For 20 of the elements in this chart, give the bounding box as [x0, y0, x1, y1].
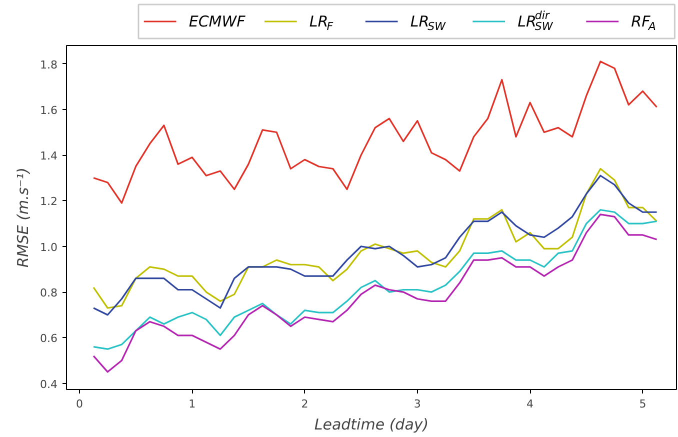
y-tick-label: 1.6	[40, 104, 58, 117]
y-tick-label: 1.4	[40, 150, 58, 163]
legend-label: ECMWF	[188, 12, 246, 30]
x-tick-label: 4	[526, 398, 534, 410]
y-tick-label: 0.6	[40, 332, 58, 346]
x-tick-label: 3	[414, 398, 421, 410]
y-tick-label: 1.2	[40, 195, 58, 208]
y-axis-title: RMSE (m.s⁻¹)	[14, 168, 32, 268]
y-tick-label: 1.8	[40, 58, 58, 72]
x-tick-label: 2	[301, 398, 308, 410]
line-series	[92, 209, 658, 350]
x-tick-label: 1	[188, 398, 196, 410]
line-series	[92, 60, 658, 204]
x-tick-label: 0	[76, 398, 83, 410]
y-tick-label: 0.8	[40, 286, 58, 300]
y-tick-label: 0.4	[40, 378, 58, 391]
x-tick-label: 5	[639, 398, 646, 410]
x-axis-title: Leadtime (day)	[314, 416, 429, 434]
line-series	[92, 214, 658, 373]
y-tick-label: 1.0	[40, 240, 58, 254]
